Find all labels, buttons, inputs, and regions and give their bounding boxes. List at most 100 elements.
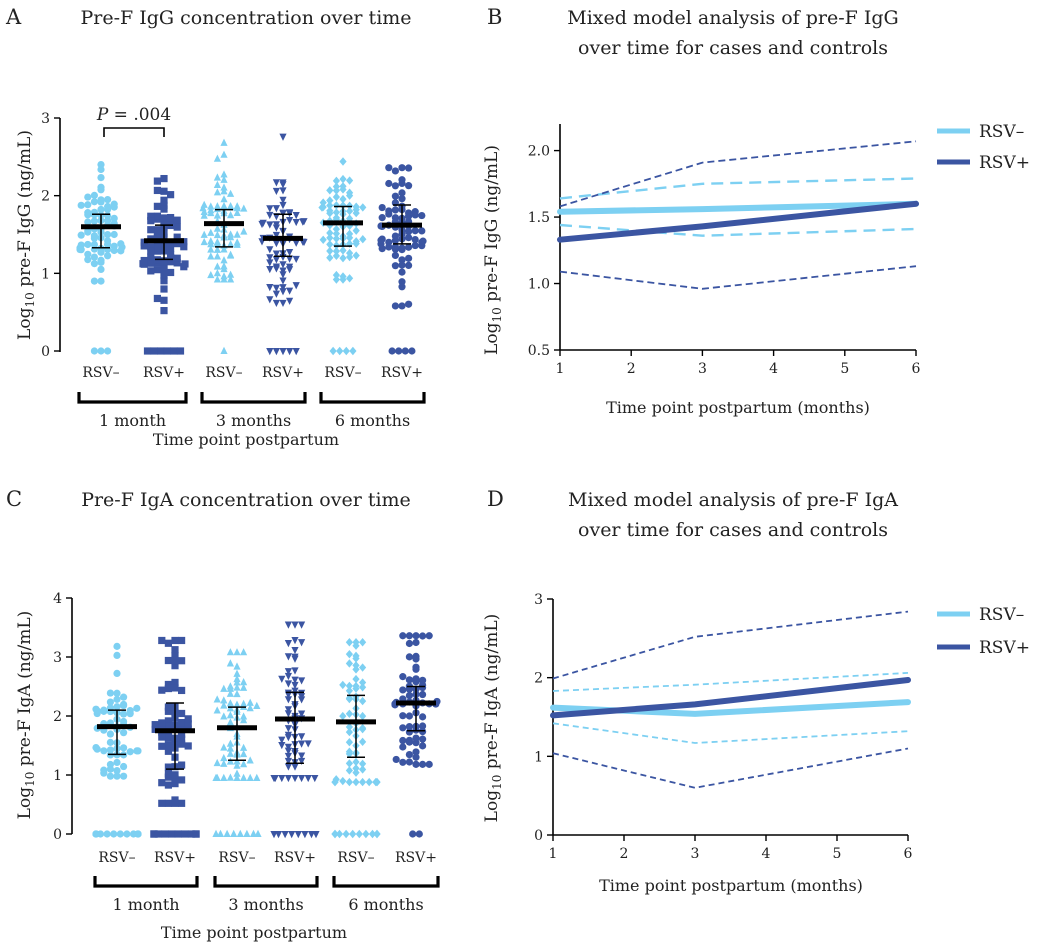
a-point-4 (359, 203, 367, 212)
c-ytick-label-2: 2 (53, 709, 62, 725)
a-point-1 (181, 260, 189, 268)
a-point-1 (160, 174, 168, 183)
c-point-2 (233, 761, 241, 769)
a-point-2 (200, 237, 208, 246)
a-point-4 (332, 234, 340, 243)
c-point-3 (291, 676, 299, 684)
c-point-4 (345, 638, 353, 647)
a-point-2 (213, 173, 221, 181)
c-point-4 (345, 686, 353, 695)
a-point-4 (339, 157, 347, 166)
c-point-2 (246, 756, 254, 764)
c-ytick-label-1: 1 (53, 768, 62, 784)
a-point-4 (346, 248, 354, 258)
c-point-1 (164, 656, 172, 665)
d-xtick-label-3: 4 (762, 846, 771, 862)
a-point-0 (84, 209, 92, 217)
c-point-3 (298, 733, 306, 741)
panel-d-title-line-1: Mixed model analysis of pre-F IgA (568, 489, 898, 511)
a-point-0 (104, 252, 112, 260)
a-point-1 (147, 267, 155, 275)
a-point-0 (84, 250, 92, 258)
c-point-5 (399, 712, 407, 720)
a-point-0 (97, 174, 105, 182)
a-point-0 (90, 217, 98, 225)
a-point-0 (104, 195, 112, 204)
a-point-0 (90, 253, 98, 261)
c-timepoint-label-1: 3 months (228, 895, 303, 914)
a-point-2 (220, 245, 228, 253)
c-point-1 (164, 707, 172, 715)
c-point-1 (171, 662, 179, 670)
panel-b-ylabel: Log10 pre-F IgG (ng/mL) (482, 145, 504, 355)
c-point-5 (419, 690, 427, 699)
c-point-3 (278, 741, 286, 750)
a-point-4 (332, 275, 340, 284)
a-zero-point-4 (349, 346, 357, 356)
c-zero-point-0 (103, 830, 111, 838)
a-point-1 (160, 271, 168, 279)
c-zero-point-0 (116, 830, 124, 838)
a-point-5 (411, 241, 419, 250)
c-zero-point-2 (216, 829, 225, 837)
c-point-1 (171, 656, 179, 665)
c-point-5 (392, 755, 400, 764)
c-point-1 (164, 799, 172, 807)
a-point-2 (227, 201, 235, 210)
a-point-1 (153, 212, 161, 220)
c-point-2 (213, 758, 221, 767)
a-point-5 (405, 254, 413, 262)
c-point-3 (291, 646, 299, 655)
c-point-2 (226, 739, 234, 747)
c-point-3 (278, 736, 286, 744)
c-point-4 (345, 777, 353, 787)
a-timepoint-label-1: 3 months (216, 411, 291, 430)
a-point-2 (213, 202, 221, 210)
d-xtick-label-1: 2 (620, 846, 629, 862)
a-point-5 (398, 189, 406, 197)
c-point-5 (405, 632, 413, 640)
a-point-4 (339, 201, 347, 210)
a-point-3 (279, 201, 287, 210)
b-xtick-label-2: 3 (698, 361, 707, 377)
c-point-0 (100, 706, 108, 714)
a-point-2 (213, 224, 221, 232)
a-point-1 (140, 256, 148, 265)
a-point-1 (160, 187, 168, 195)
c-point-5 (412, 632, 420, 640)
c-zero-point-2 (254, 829, 262, 837)
a-point-4 (326, 201, 334, 210)
a-point-3 (266, 266, 274, 274)
c-point-3 (284, 672, 292, 681)
c-point-5 (419, 713, 427, 721)
panel-d-xlabel: Time point postpartum (months) (599, 876, 863, 895)
c-point-5 (412, 665, 420, 673)
c-zero-point-3 (281, 831, 289, 839)
c-point-5 (405, 676, 413, 684)
c-point-2 (240, 773, 248, 781)
a-point-4 (319, 198, 327, 207)
c-point-1 (184, 720, 192, 728)
a-point-0 (90, 234, 98, 242)
c-point-5 (405, 712, 413, 720)
a-timepoint-label-0: 1 month (99, 411, 166, 430)
c-point-2 (226, 718, 234, 726)
a-point-4 (339, 272, 347, 281)
a-point-3 (279, 284, 287, 292)
a-point-5 (398, 268, 406, 276)
a-point-5 (398, 164, 406, 172)
c-point-3 (284, 668, 292, 676)
d-ytick-label-0: 0 (534, 828, 543, 844)
c-point-2 (220, 701, 228, 709)
panel-a-title: Pre-F IgG concentration over time (80, 7, 411, 29)
a-point-4 (332, 192, 340, 202)
c-group-0 (92, 642, 142, 838)
c-point-2 (226, 659, 234, 667)
c-point-4 (359, 723, 367, 733)
c-point-2 (240, 699, 248, 707)
a-point-0 (77, 201, 85, 209)
c-point-5 (412, 748, 420, 756)
c-point-5 (405, 653, 413, 661)
a-point-0 (110, 230, 118, 239)
a-point-4 (332, 270, 340, 280)
